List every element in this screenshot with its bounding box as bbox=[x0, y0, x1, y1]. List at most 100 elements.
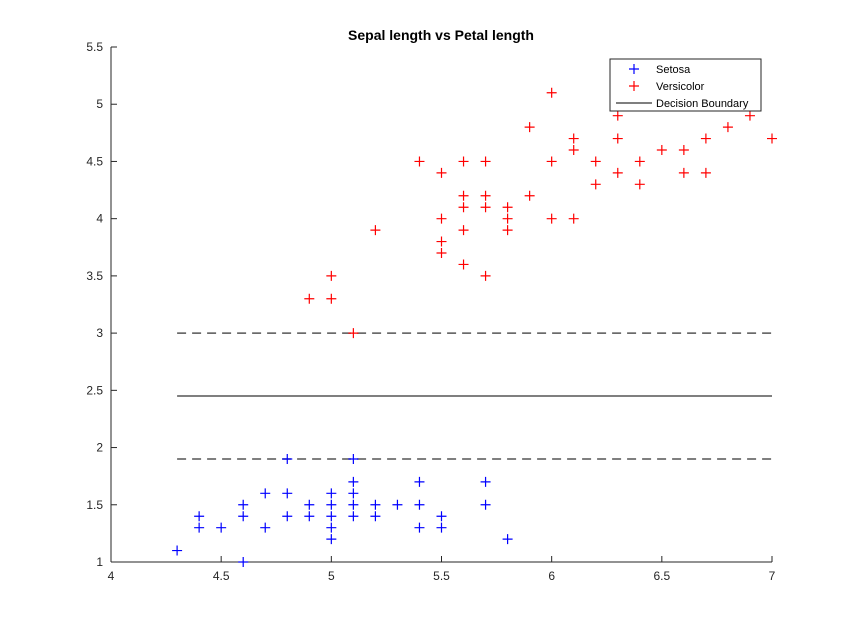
y-tick-label: 1.5 bbox=[86, 498, 103, 512]
setosa-point bbox=[480, 499, 491, 510]
axes: 4 4.5 5 5.5 6 6.5 7 1 1.5 2 2.5 3 3.5 4 4.5 5 5.5 bbox=[86, 40, 775, 583]
versicolor-point bbox=[744, 110, 755, 121]
setosa-point bbox=[238, 499, 249, 510]
versicolor-point bbox=[612, 110, 623, 121]
setosa-point bbox=[326, 488, 337, 499]
setosa-point bbox=[326, 522, 337, 533]
chart-title: Sepal length vs Petal length bbox=[348, 27, 534, 43]
setosa-point bbox=[194, 511, 205, 522]
versicolor-point bbox=[458, 225, 469, 236]
y-tick-label: 2 bbox=[96, 441, 103, 455]
setosa-point bbox=[260, 488, 271, 499]
setosa-point bbox=[502, 534, 513, 545]
x-tick-label: 5.5 bbox=[433, 569, 450, 583]
versicolor-point bbox=[568, 213, 579, 224]
versicolor-point bbox=[524, 122, 535, 133]
versicolor-point bbox=[480, 190, 491, 201]
versicolor-point bbox=[612, 167, 623, 178]
versicolor-point bbox=[546, 213, 557, 224]
setosa-point bbox=[414, 476, 425, 487]
setosa-point bbox=[194, 522, 205, 533]
y-tick-label: 1 bbox=[96, 555, 103, 569]
versicolor-point bbox=[436, 213, 447, 224]
setosa-point bbox=[348, 476, 359, 487]
versicolor-point bbox=[480, 156, 491, 167]
versicolor-point bbox=[612, 133, 623, 144]
setosa-point bbox=[480, 476, 491, 487]
legend: Setosa Versicolor Decision Boundary bbox=[609, 58, 762, 112]
versicolor-point bbox=[414, 156, 425, 167]
series-versicolor bbox=[304, 87, 777, 339]
versicolor-point bbox=[458, 202, 469, 213]
versicolor-point bbox=[524, 190, 535, 201]
y-tick-label: 4 bbox=[96, 212, 103, 226]
setosa-point bbox=[436, 511, 447, 522]
plot-area bbox=[172, 87, 777, 567]
versicolor-point bbox=[480, 202, 491, 213]
legend-label: Decision Boundary bbox=[656, 98, 749, 110]
x-tick-label: 6 bbox=[548, 569, 555, 583]
x-tick-label: 4 bbox=[108, 569, 115, 583]
versicolor-point bbox=[700, 133, 711, 144]
versicolor-point bbox=[568, 133, 579, 144]
y-tick-label: 5 bbox=[96, 97, 103, 111]
setosa-point bbox=[348, 499, 359, 510]
versicolor-point bbox=[436, 236, 447, 247]
versicolor-point bbox=[370, 225, 381, 236]
setosa-point bbox=[348, 488, 359, 499]
versicolor-point bbox=[722, 122, 733, 133]
versicolor-point bbox=[767, 133, 777, 144]
setosa-point bbox=[216, 522, 227, 533]
setosa-point bbox=[326, 511, 337, 522]
setosa-point bbox=[392, 499, 403, 510]
setosa-point bbox=[282, 511, 293, 522]
versicolor-point bbox=[348, 328, 359, 339]
versicolor-point bbox=[546, 156, 557, 167]
setosa-point bbox=[238, 511, 249, 522]
setosa-point bbox=[282, 454, 293, 464]
setosa-point bbox=[414, 522, 425, 533]
legend-label: Versicolor bbox=[656, 81, 705, 93]
x-tick-label: 7 bbox=[769, 569, 776, 583]
setosa-point bbox=[238, 557, 249, 567]
versicolor-point bbox=[458, 190, 469, 201]
versicolor-point bbox=[678, 145, 689, 155]
legend-marker bbox=[629, 64, 639, 74]
versicolor-point bbox=[436, 248, 447, 258]
versicolor-point bbox=[502, 202, 513, 213]
setosa-point bbox=[304, 499, 315, 510]
series-setosa bbox=[172, 454, 513, 567]
legend-label: Setosa bbox=[656, 64, 691, 76]
y-tick-label: 3 bbox=[96, 326, 103, 340]
y-tick-label: 3.5 bbox=[86, 269, 103, 283]
x-tick-label: 5 bbox=[328, 569, 335, 583]
versicolor-point bbox=[326, 293, 337, 304]
versicolor-point bbox=[436, 167, 447, 178]
x-tick-label: 6.5 bbox=[653, 569, 670, 583]
setosa-point bbox=[304, 511, 315, 522]
setosa-point bbox=[414, 499, 425, 510]
y-tick-label: 2.5 bbox=[86, 383, 103, 397]
versicolor-point bbox=[502, 213, 513, 224]
y-tick-label: 4.5 bbox=[86, 154, 103, 168]
versicolor-point bbox=[678, 167, 689, 178]
x-tick-label: 4.5 bbox=[213, 569, 230, 583]
versicolor-point bbox=[634, 179, 645, 190]
versicolor-point bbox=[590, 156, 601, 167]
versicolor-point bbox=[568, 145, 579, 155]
setosa-point bbox=[172, 545, 183, 556]
y-tick-label: 5.5 bbox=[86, 40, 103, 54]
setosa-point bbox=[326, 534, 337, 545]
versicolor-point bbox=[458, 156, 469, 167]
setosa-point bbox=[348, 511, 359, 522]
versicolor-point bbox=[656, 145, 667, 155]
versicolor-point bbox=[590, 179, 601, 190]
setosa-point bbox=[370, 511, 381, 522]
legend-marker bbox=[629, 81, 639, 91]
versicolor-point bbox=[480, 270, 491, 281]
setosa-point bbox=[436, 522, 447, 533]
versicolor-point bbox=[502, 225, 513, 236]
setosa-point bbox=[260, 522, 271, 533]
setosa-point bbox=[370, 499, 381, 510]
